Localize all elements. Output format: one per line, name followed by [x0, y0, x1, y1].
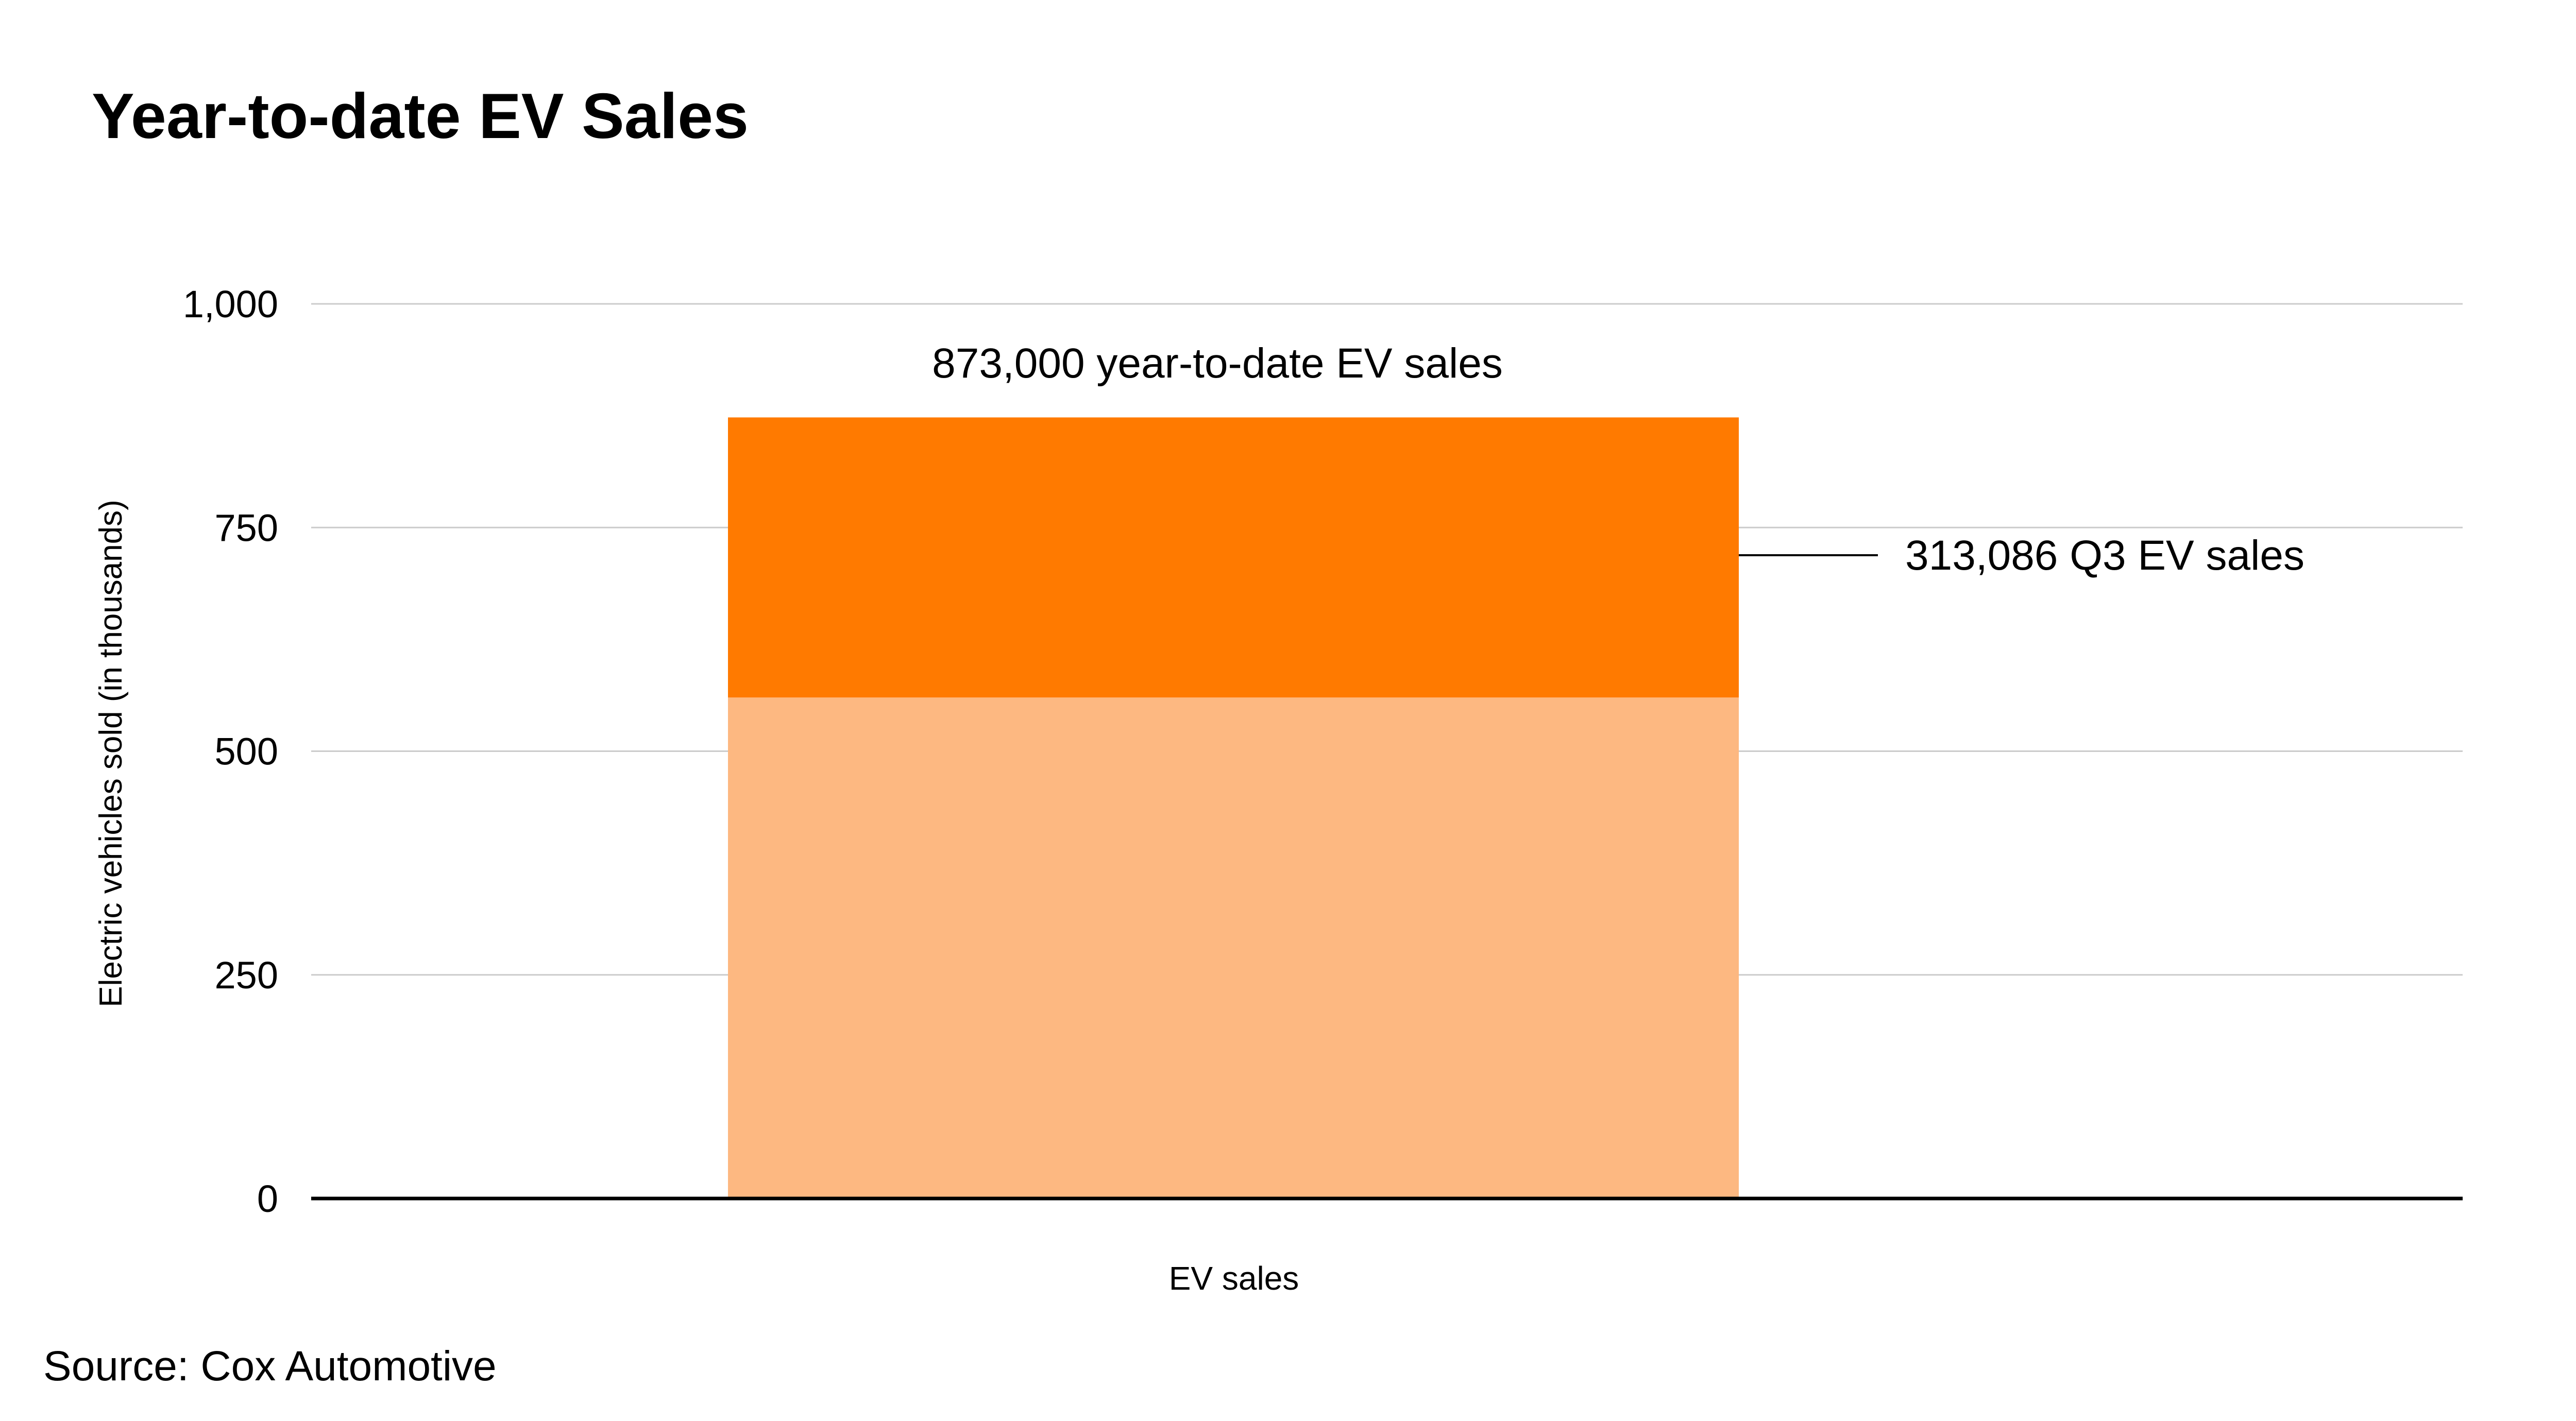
q3-annotation: 313,086 Q3 EV sales: [1905, 532, 2304, 579]
y-tick-label: 750: [215, 506, 278, 549]
bars: [728, 417, 1739, 1199]
chart-title: Year-to-date EV Sales: [92, 81, 749, 152]
y-axis-ticks: 0 250 500 750 1,000: [183, 283, 278, 1220]
source-note: Source: Cox Automotive: [43, 1343, 497, 1390]
y-tick-label: 500: [215, 730, 278, 773]
x-category-label: EV sales: [1169, 1260, 1299, 1297]
y-tick-label: 0: [257, 1177, 278, 1220]
total-annotation: 873,000 year-to-date EV sales: [932, 340, 1503, 387]
y-axis-label: Electric vehicles sold (in thousands): [93, 500, 129, 1007]
y-tick-label: 250: [215, 954, 278, 997]
bar-segment-q3: [728, 417, 1739, 698]
y-tick-label: 1,000: [183, 283, 278, 326]
bar-segment-prior: [728, 697, 1739, 1199]
